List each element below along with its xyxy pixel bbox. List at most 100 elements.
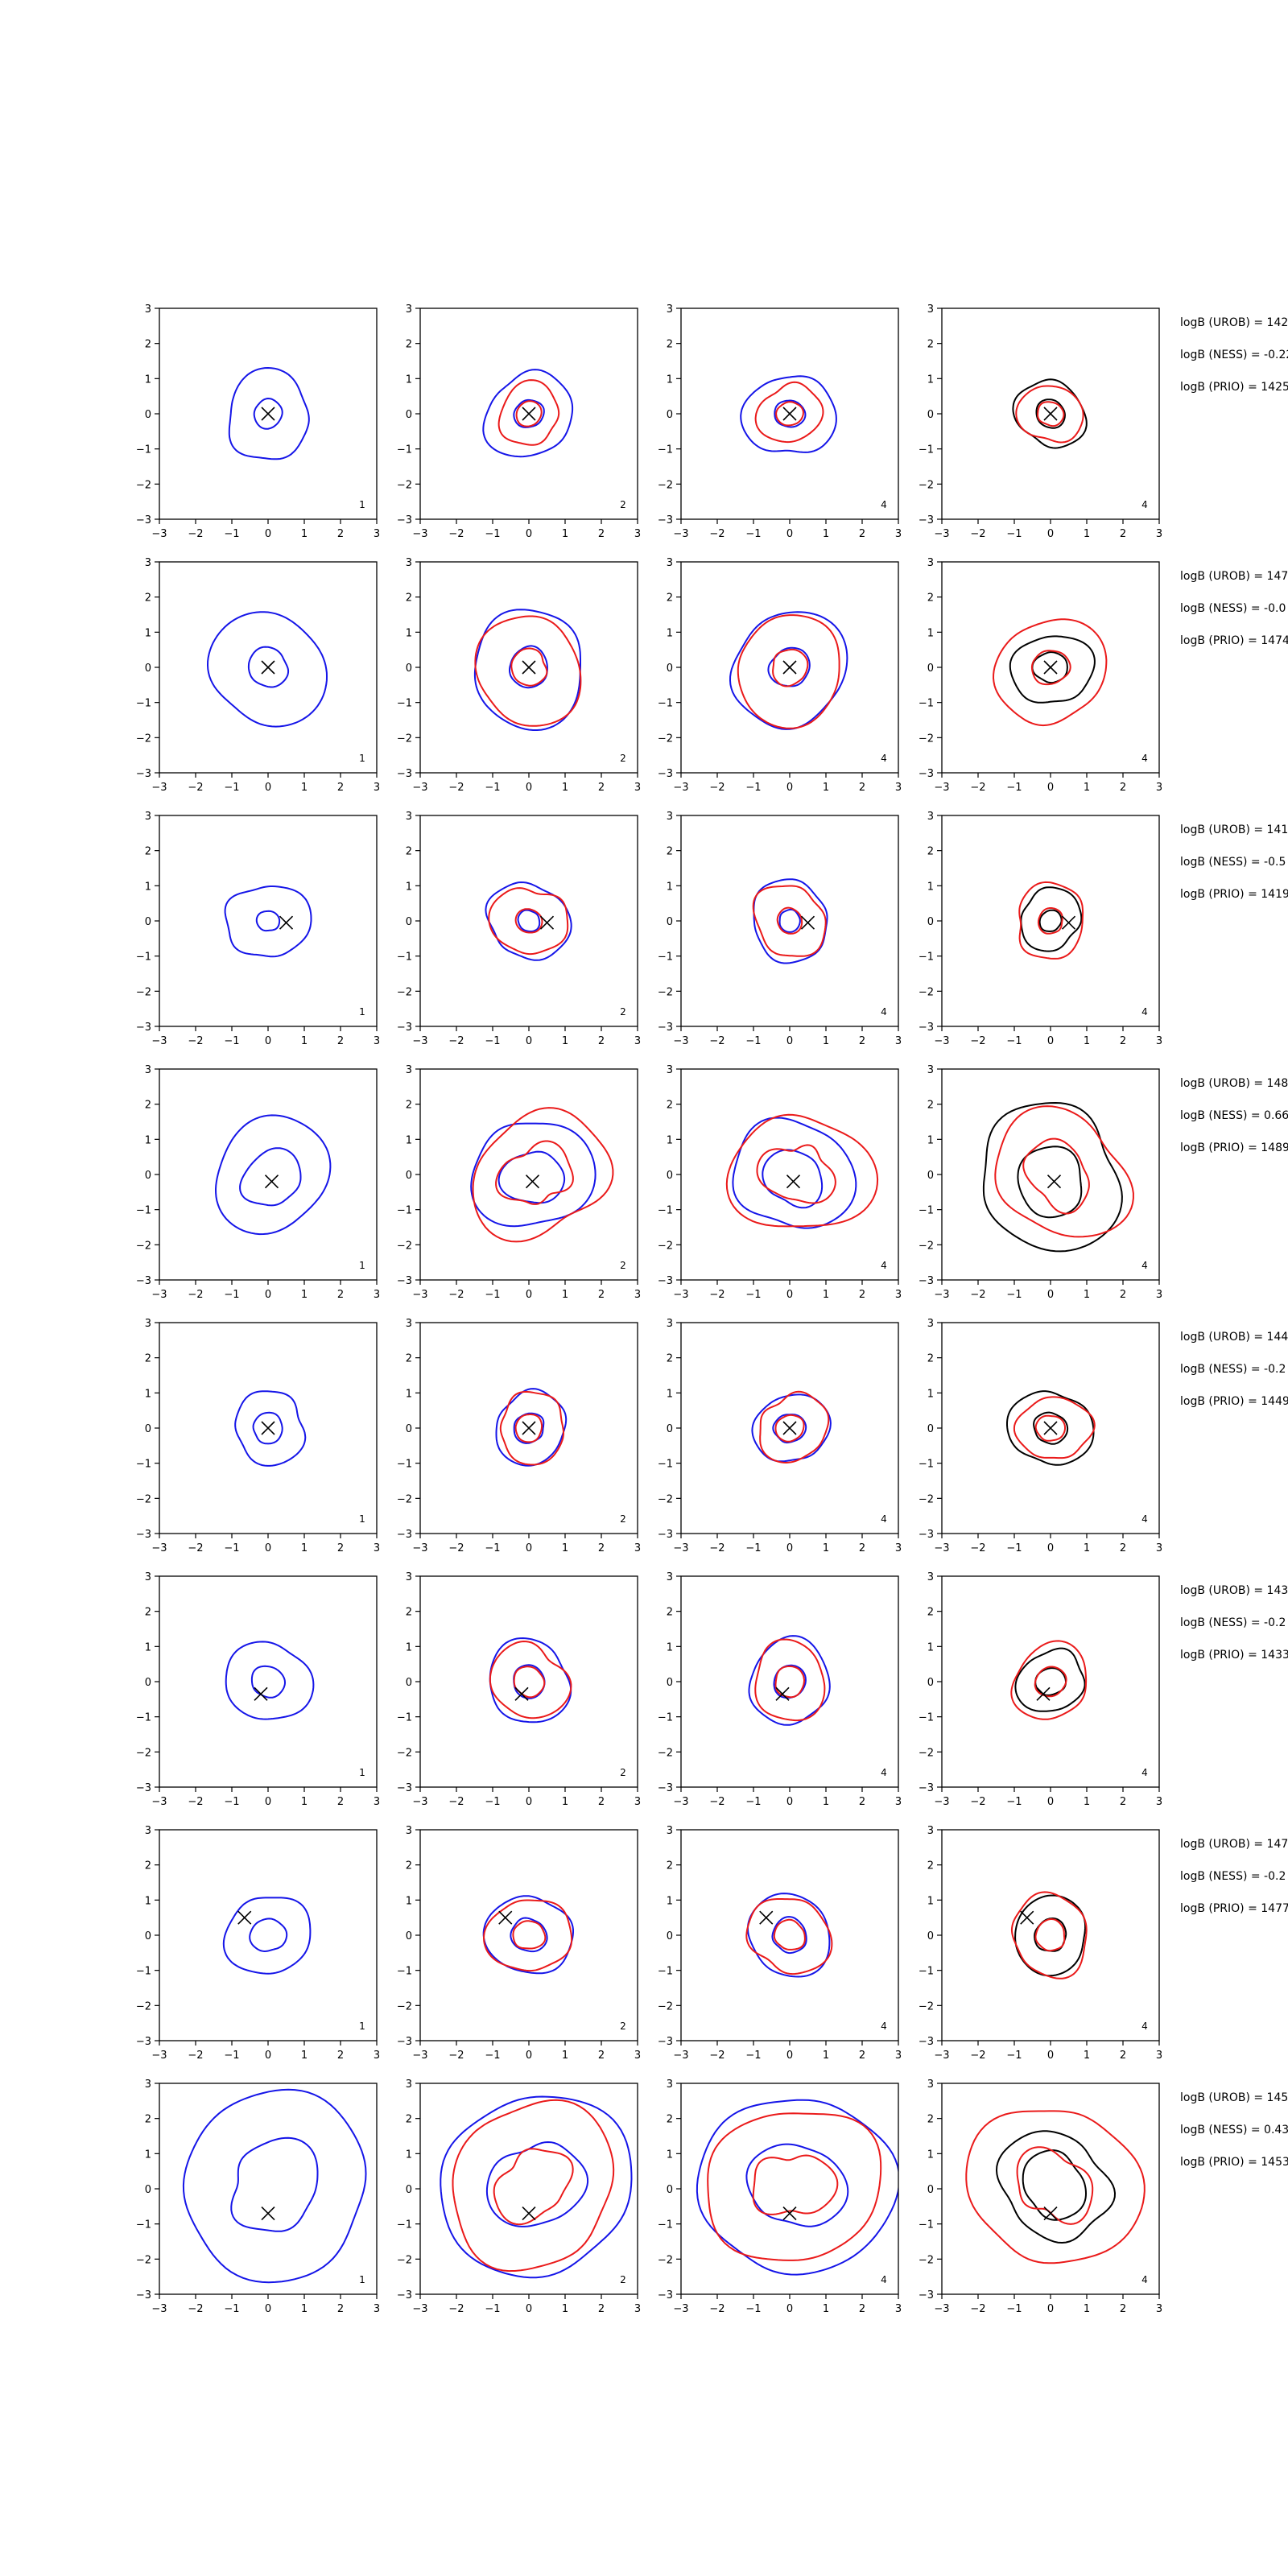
black-contour — [995, 2130, 1117, 2244]
y-tick-label: 3 — [667, 1571, 673, 1583]
contour-group — [729, 611, 848, 730]
y-tick-label: 3 — [927, 1064, 934, 1076]
red-contour — [515, 400, 543, 427]
y-tick-label: 2 — [667, 1353, 673, 1365]
blue-contour — [224, 886, 312, 958]
logb-annotation: logB (PRIO) = 1419 — [1180, 888, 1288, 901]
y-tick-label: 1 — [406, 881, 412, 893]
x-tick-label: 3 — [1156, 1035, 1162, 1047]
blue-contour — [482, 369, 574, 458]
y-tick-label: −2 — [397, 1747, 412, 1759]
black-contour — [1014, 1647, 1086, 1712]
x-tick-label: 3 — [634, 2050, 641, 2062]
x-tick-label: −1 — [485, 1035, 500, 1047]
x-tick-label: 2 — [337, 528, 344, 540]
y-tick-label: 1 — [406, 1388, 412, 1400]
x-tick-label: 3 — [634, 1035, 641, 1047]
axes-frame — [680, 815, 899, 1027]
x-marker — [514, 1686, 529, 1701]
red-contour — [452, 2099, 615, 2273]
y-tick-label: 3 — [927, 811, 934, 823]
x-tick-label: 3 — [1156, 2303, 1162, 2315]
x-tick-label: 1 — [1084, 1542, 1090, 1554]
contour-group — [225, 1641, 315, 1720]
x-tick-label: 0 — [786, 2050, 793, 2062]
y-tick-label: −1 — [919, 952, 934, 964]
y-tick-label: 2 — [927, 1100, 934, 1112]
y-tick-label: 2 — [406, 846, 412, 858]
panel-r7-c4: −3 −2 −1 0 1 2 3 −3 −2 −1 0 1 2 3 4 — [919, 1825, 1162, 2062]
y-tick-label: −1 — [919, 1205, 934, 1217]
x-tick-label: −2 — [448, 1796, 464, 1808]
x-tick-label: 3 — [634, 1289, 641, 1301]
y-tick-label: 3 — [145, 811, 151, 823]
panel-r8-c4: −3 −2 −1 0 1 2 3 −3 −2 −1 0 1 2 3 4 — [919, 2079, 1162, 2315]
x-marker — [775, 1686, 790, 1701]
x-tick-label: −2 — [188, 1542, 203, 1554]
panel-label: 4 — [1141, 1513, 1148, 1525]
y-tick-label: 0 — [145, 916, 151, 928]
y-tick-label: −2 — [658, 1747, 673, 1759]
x-tick-label: −3 — [151, 1035, 167, 1047]
contour-group — [440, 2095, 633, 2279]
x-marker — [525, 1174, 540, 1189]
x-tick-label: −2 — [709, 528, 724, 540]
logb-annotation: logB (NESS) = -0.2 — [1180, 1363, 1286, 1376]
x-tick-label: 3 — [895, 1035, 902, 1047]
red-contour — [512, 1920, 547, 1950]
y-tick-label: −3 — [397, 1022, 412, 1034]
x-tick-label: 0 — [1047, 2050, 1054, 2062]
y-tick-label: −3 — [136, 1529, 151, 1541]
y-tick-label: 1 — [145, 1134, 151, 1146]
blue-contour — [206, 611, 328, 728]
axes-frame — [941, 815, 1160, 1027]
y-tick-label: 1 — [927, 1134, 934, 1146]
x-tick-label: −2 — [970, 1035, 985, 1047]
logb-annotation: logB (PRIO) = 1477 — [1180, 1902, 1288, 1915]
y-tick-label: 3 — [667, 811, 673, 823]
x-tick-label: 3 — [1156, 1289, 1162, 1301]
y-tick-label: −1 — [397, 2219, 412, 2231]
x-tick-label: −2 — [188, 1289, 203, 1301]
x-tick-label: 2 — [337, 2050, 344, 2062]
y-tick-label: −3 — [919, 768, 934, 780]
y-tick-label: −3 — [919, 1529, 934, 1541]
contour-group — [965, 2110, 1146, 2264]
y-tick-label: 2 — [406, 339, 412, 351]
y-tick-label: 1 — [667, 1388, 673, 1400]
logb-annotation: logB (PRIO) = 1489 — [1180, 1141, 1288, 1154]
x-tick-label: 0 — [1047, 1289, 1054, 1301]
x-tick-label: −3 — [412, 1796, 427, 1808]
x-marker — [522, 407, 536, 421]
x-tick-label: −1 — [1006, 2050, 1022, 2062]
x-tick-label: −1 — [1006, 1289, 1022, 1301]
x-tick-label: 2 — [337, 1796, 344, 1808]
x-tick-label: 2 — [1120, 1796, 1126, 1808]
y-tick-label: −1 — [397, 1205, 412, 1217]
logb-annotation: logB (UROB) = 147 — [1180, 570, 1288, 583]
y-tick-label: 0 — [667, 409, 673, 421]
y-tick-label: 3 — [927, 1825, 934, 1837]
panel-r2-c2: −3 −2 −1 0 1 2 3 −3 −2 −1 0 1 2 3 2 — [397, 557, 641, 794]
axes-frame — [419, 1575, 638, 1788]
y-tick-label: 2 — [927, 592, 934, 605]
y-tick-label: 3 — [145, 2079, 151, 2091]
y-tick-label: 3 — [406, 811, 412, 823]
x-tick-label: 1 — [1084, 1796, 1090, 1808]
blue-contour — [253, 397, 283, 430]
panel-r1-c4: −3 −2 −1 0 1 2 3 −3 −2 −1 0 1 2 3 4 — [919, 303, 1162, 540]
x-tick-label: −3 — [151, 528, 167, 540]
blue-contour — [753, 878, 828, 964]
y-tick-label: 2 — [406, 1860, 412, 1872]
y-tick-label: 1 — [927, 627, 934, 639]
x-tick-label: 3 — [895, 1796, 902, 1808]
panel-r2-c1: −3 −2 −1 0 1 2 3 −3 −2 −1 0 1 2 3 1 — [136, 557, 380, 794]
x-tick-label: −1 — [1006, 2303, 1022, 2315]
y-tick-label: 0 — [145, 663, 151, 675]
x-tick-label: −1 — [745, 1035, 761, 1047]
contour-group — [224, 886, 312, 958]
logb-annotation: logB (NESS) = -0.2 — [1180, 1616, 1286, 1629]
contour-group — [725, 1113, 879, 1229]
logb-annotation: logB (NESS) = 0.66 — [1180, 1109, 1288, 1122]
panel-r3-c3: −3 −2 −1 0 1 2 3 −3 −2 −1 0 1 2 3 4 — [658, 811, 902, 1047]
